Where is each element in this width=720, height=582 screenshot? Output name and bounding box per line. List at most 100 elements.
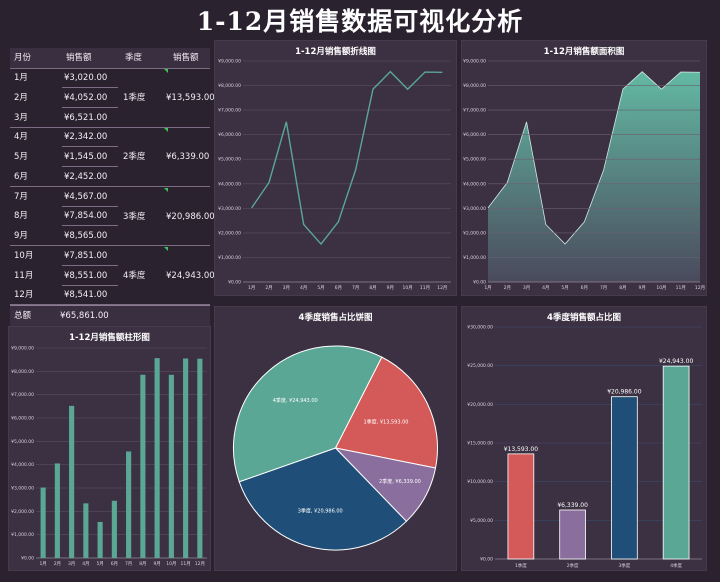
- month-sales-cell: ¥6,521.00: [64, 112, 108, 123]
- pie-chart-title: 4季度销售占比饼图: [298, 313, 373, 323]
- month-bar: [69, 405, 75, 558]
- y-tick-label: ¥7,000.00: [218, 108, 241, 114]
- y-tick-label: ¥4,000.00: [463, 181, 486, 187]
- y-tick-label: ¥0.00: [21, 556, 34, 562]
- x-tick-label: 12月: [437, 285, 447, 291]
- month-cell: 9月: [14, 231, 28, 241]
- quarter-cell: 2季度: [123, 152, 146, 163]
- month-sales-cell: ¥7,851.00: [64, 250, 108, 261]
- monthly-bar-chart: ¥0.00 ¥1,000.00 ¥2,000.00 ¥3,000.00 ¥4,000.0…: [11, 346, 207, 567]
- month-sales-cell: ¥1,545.00: [64, 152, 108, 162]
- month-cell: 5月: [14, 152, 28, 162]
- bar-data-label: ¥24,943.00: [659, 358, 694, 365]
- bar-data-label: ¥13,593.00: [504, 446, 539, 453]
- x-tick-label: 3月: [523, 285, 530, 291]
- cell-flag-marker: [164, 187, 168, 192]
- quarter-divider: [10, 245, 210, 246]
- x-tick-label: 10月: [166, 561, 176, 567]
- quarter-cell: 4季度: [123, 270, 146, 281]
- y-tick-label: ¥0.00: [473, 280, 486, 286]
- x-tick-label: 7月: [600, 285, 607, 291]
- header-quarter: 季度: [125, 53, 143, 63]
- x-tick-label: 7月: [125, 561, 132, 567]
- table-row: 1月 ¥3,020.00: [10, 68, 210, 88]
- header-quarter-sales: 销售额: [173, 53, 199, 63]
- y-tick-label: ¥3,000.00: [11, 486, 34, 492]
- month-cell: 8月: [14, 211, 28, 222]
- month-sales-cell: ¥8,541.00: [64, 290, 108, 301]
- y-tick-label: ¥1,000.00: [11, 532, 34, 538]
- x-tick-label: 4月: [542, 285, 549, 291]
- y-tick-label: ¥4,000.00: [11, 462, 34, 468]
- month-sales-cell: ¥2,452.00: [64, 171, 108, 182]
- y-tick-label: ¥2,000.00: [11, 509, 34, 515]
- y-tick-label: ¥7,000.00: [463, 108, 486, 114]
- x-tick-label: 4月: [82, 561, 89, 567]
- quarter-divider: [10, 126, 210, 128]
- x-tick-label: 3季度: [618, 562, 630, 569]
- y-tick-label: ¥3,000.00: [218, 206, 241, 212]
- quarter-bar-chart-title: 4季度销售额占比图: [547, 313, 621, 323]
- month-bar: [83, 503, 89, 558]
- table-row: 6月 ¥2,452.00: [10, 167, 210, 187]
- month-bar: [183, 358, 189, 558]
- row-divider: [62, 87, 118, 88]
- x-tick-label: 4月: [300, 285, 307, 291]
- x-tick-label: 1季度: [515, 562, 527, 569]
- y-tick-label: ¥6,000.00: [463, 132, 486, 138]
- cell-flag-marker: [164, 128, 168, 133]
- quarter-bar: [559, 509, 586, 560]
- line-chart: ¥0.00 ¥1,000.00 ¥2,000.00 ¥3,000.00 ¥4,000.0…: [218, 59, 451, 291]
- quarter-sales-cell: ¥13,593.00: [166, 93, 215, 103]
- header-month: 月份: [14, 53, 32, 63]
- row-divider: [62, 284, 118, 286]
- cell-flag-marker: [164, 69, 168, 73]
- bar-data-label: ¥6,339.00: [557, 502, 588, 509]
- month-sales-cell: ¥8,565.00: [64, 231, 108, 241]
- total-row: 总额 ¥65,861.00: [10, 305, 210, 326]
- y-tick-label: ¥0.00: [480, 557, 493, 563]
- sales-line-series: [251, 70, 443, 246]
- x-tick-label: 3月: [68, 561, 75, 567]
- quarter-divider: [10, 304, 210, 306]
- month-sales-cell: ¥4,052.00: [64, 92, 108, 103]
- table-row: 9月 ¥8,565.00: [10, 226, 210, 246]
- x-tick-label: 6月: [335, 285, 342, 291]
- month-bar: [111, 500, 117, 558]
- row-divider: [62, 225, 118, 227]
- quarter-cell: 3季度: [123, 211, 146, 222]
- x-tick-label: 8月: [619, 285, 626, 291]
- month-bar: [40, 487, 46, 558]
- x-tick-label: 12月: [695, 285, 705, 291]
- quarter-bar-chart: ¥0.00 ¥5,000.00 ¥10,000.00 ¥15,000.00 ¥20,00…: [467, 325, 702, 569]
- table-row: 8月 ¥7,854.00: [10, 206, 210, 226]
- x-tick-label: 2月: [54, 561, 61, 567]
- y-tick-label: ¥7,000.00: [11, 392, 34, 398]
- y-tick-label: ¥8,000.00: [463, 83, 486, 89]
- area-chart-panel: 1-12月销售额面积图 ¥0.00 ¥1,000.00 ¥2,000.00 ¥3,00…: [462, 41, 706, 295]
- monthly-bar-chart-title: 1-12月销售额柱形图: [69, 333, 150, 343]
- quarter-bar: [611, 396, 638, 560]
- cell-flag-marker: [164, 246, 168, 251]
- y-tick-label: ¥10,000.00: [467, 479, 493, 485]
- table-row: 12月 ¥8,541.00: [10, 285, 210, 305]
- pie-slice-label: 3季度, ¥20,986.00: [298, 508, 343, 515]
- total-label: 总额: [14, 311, 32, 321]
- line-chart-panel: 1-12月销售额折线图 ¥0.00 ¥1,000.00 ¥2,000.00 ¥3,00…: [215, 41, 456, 295]
- quarter-bar-chart-panel: 4季度销售额占比图 ¥0.00 ¥5,000.00 ¥10,000.00 ¥15,00…: [462, 307, 706, 570]
- sales-table: 月份 销售额 季度 销售额 1月 ¥3,020.00 2月 ¥4,052.00 3月 ¥6…: [10, 48, 215, 326]
- table-row: 11月 ¥8,551.00: [10, 266, 210, 286]
- month-bar: [54, 463, 60, 558]
- table-row: 7月 ¥4,567.00: [10, 187, 210, 207]
- y-tick-label: ¥9,000.00: [218, 59, 241, 65]
- x-tick-label: 8月: [369, 285, 376, 291]
- x-tick-label: 9月: [387, 285, 394, 291]
- row-divider: [62, 106, 118, 108]
- y-tick-label: ¥9,000.00: [463, 59, 486, 65]
- x-tick-label: 5月: [317, 285, 324, 291]
- y-tick-label: ¥8,000.00: [11, 369, 34, 375]
- x-tick-label: 2季度: [567, 562, 579, 569]
- row-divider: [62, 166, 118, 167]
- pie-chart: 1季度, ¥13,593.00 2季度, ¥6,339.00 3季度, ¥20,98…: [233, 345, 438, 551]
- y-tick-label: ¥8,000.00: [218, 83, 241, 89]
